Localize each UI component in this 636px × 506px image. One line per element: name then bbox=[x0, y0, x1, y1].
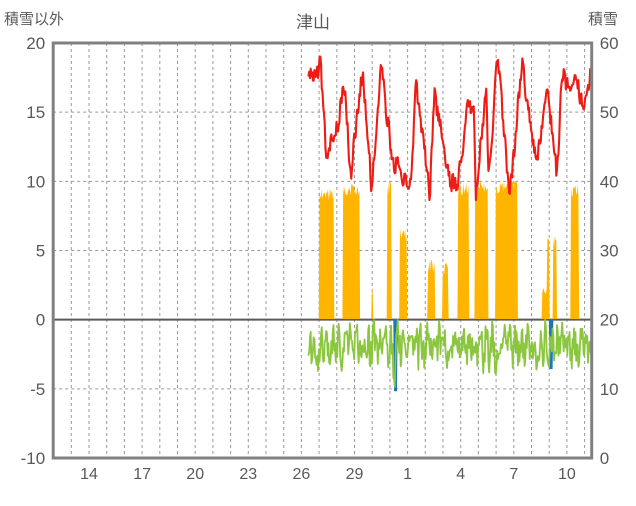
svg-text:0: 0 bbox=[36, 311, 45, 330]
svg-text:20: 20 bbox=[600, 311, 619, 330]
svg-text:30: 30 bbox=[600, 242, 619, 261]
svg-text:1: 1 bbox=[403, 466, 412, 483]
svg-text:23: 23 bbox=[239, 466, 257, 483]
svg-text:50: 50 bbox=[600, 103, 619, 122]
svg-text:29: 29 bbox=[346, 466, 364, 483]
svg-text:-10: -10 bbox=[21, 449, 46, 468]
svg-text:-5: -5 bbox=[30, 380, 45, 399]
svg-text:60: 60 bbox=[600, 34, 619, 53]
svg-text:20: 20 bbox=[26, 34, 45, 53]
svg-text:14: 14 bbox=[80, 466, 98, 483]
svg-text:10: 10 bbox=[558, 466, 576, 483]
svg-text:7: 7 bbox=[509, 466, 518, 483]
svg-text:4: 4 bbox=[456, 466, 465, 483]
svg-text:5: 5 bbox=[36, 242, 45, 261]
svg-text:26: 26 bbox=[293, 466, 311, 483]
svg-text:10: 10 bbox=[600, 380, 619, 399]
svg-text:40: 40 bbox=[600, 172, 619, 191]
svg-text:20: 20 bbox=[186, 466, 204, 483]
svg-text:10: 10 bbox=[26, 172, 45, 191]
svg-text:17: 17 bbox=[133, 466, 151, 483]
svg-text:15: 15 bbox=[26, 103, 45, 122]
svg-text:0: 0 bbox=[600, 449, 609, 468]
